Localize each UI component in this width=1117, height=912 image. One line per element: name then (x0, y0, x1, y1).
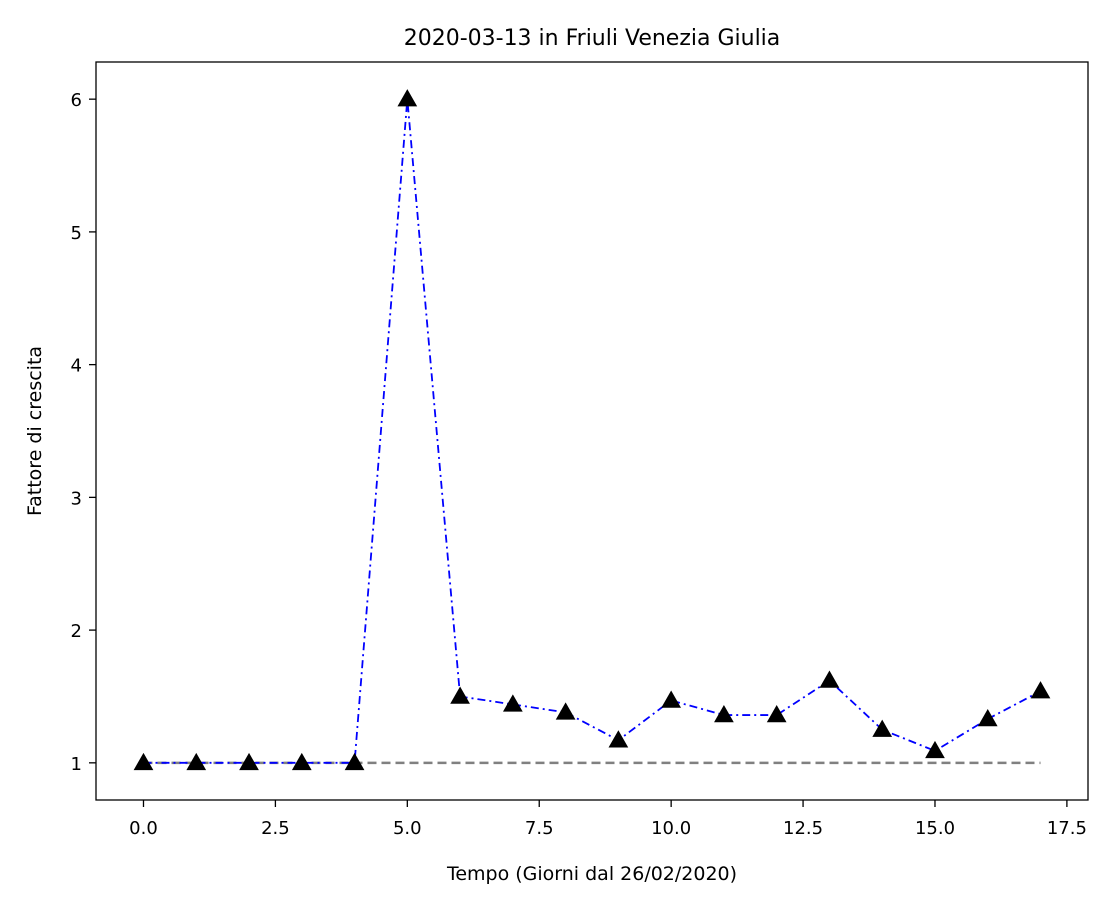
y-axis-label: Fattore di crescita (24, 346, 46, 516)
x-tick-label: 0.0 (129, 818, 158, 839)
y-tick-label: 5 (71, 223, 82, 244)
x-tick-label: 15.0 (915, 818, 955, 839)
x-axis-label: Tempo (Giorni dal 26/02/2020) (446, 863, 737, 885)
x-tick-label: 7.5 (525, 818, 554, 839)
y-tick-label: 1 (71, 754, 82, 775)
x-tick-label: 10.0 (651, 818, 691, 839)
y-tick-label: 4 (71, 356, 82, 377)
y-tick-label: 3 (71, 488, 82, 509)
x-tick-label: 2.5 (261, 818, 290, 839)
y-tick-label: 6 (71, 90, 82, 111)
y-tick-label: 2 (71, 621, 82, 642)
x-tick-label: 12.5 (783, 818, 823, 839)
x-tick-label: 5.0 (393, 818, 422, 839)
chart-title: 2020-03-13 in Friuli Venezia Giulia (404, 26, 781, 51)
x-tick-label: 17.5 (1047, 818, 1087, 839)
